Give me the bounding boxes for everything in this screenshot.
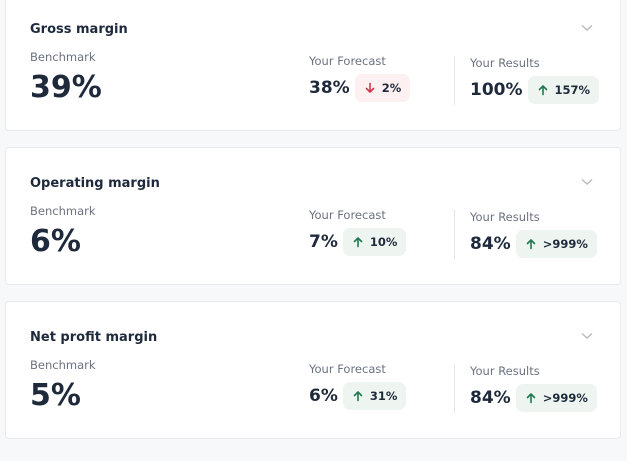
results-change: >999% — [542, 391, 588, 405]
forecast-label: Your Forecast — [309, 54, 386, 68]
forecast-label: Your Forecast — [309, 362, 386, 376]
results-badge: >999% — [515, 384, 597, 412]
results-label: Your Results — [470, 364, 540, 378]
card-title: Net profit margin — [30, 330, 158, 345]
forecast-value: 6% — [309, 386, 338, 406]
metric-card: Gross margin Benchmark 39% Your Forecast 38%… — [5, 0, 621, 131]
results-label: Your Results — [470, 56, 540, 70]
expand-chevron[interactable] — [581, 332, 593, 340]
forecast-change: 31% — [369, 389, 398, 403]
results-change: 157% — [554, 83, 591, 97]
trend-arrow — [353, 391, 363, 402]
results-change: >999% — [542, 237, 588, 251]
benchmark-value: 6% — [30, 224, 81, 259]
results-value: 84% — [470, 388, 511, 408]
benchmark-value: 5% — [30, 378, 81, 413]
forecast-change: 10% — [369, 235, 398, 249]
forecast-row: 6% 31% — [309, 382, 407, 410]
trend-arrow — [538, 85, 547, 96]
results-row: 84% >999% — [470, 384, 597, 412]
trend-arrow — [353, 237, 363, 248]
forecast-row: 38% 2% — [309, 74, 411, 102]
results-label: Your Results — [470, 210, 540, 224]
results-badge: 157% — [527, 76, 600, 104]
forecast-badge: 2% — [354, 74, 411, 102]
forecast-change: 2% — [381, 81, 402, 95]
expand-chevron[interactable] — [581, 24, 593, 32]
results-value: 84% — [470, 234, 511, 254]
card-title: Operating margin — [30, 176, 160, 191]
results-row: 100% 157% — [470, 76, 600, 104]
metric-card: Operating margin Benchmark 6% Your Forecast… — [5, 147, 621, 285]
benchmark-label: Benchmark — [30, 50, 96, 64]
forecast-label: Your Forecast — [309, 208, 386, 222]
metric-card: Net profit margin Benchmark 5% Your Forecas… — [5, 301, 621, 439]
benchmark-label: Benchmark — [30, 358, 96, 372]
trend-arrow — [365, 82, 375, 93]
benchmark-value: 39% — [30, 70, 102, 105]
forecast-badge: 10% — [342, 228, 407, 256]
forecast-value: 38% — [309, 78, 350, 98]
results-badge: >999% — [515, 230, 597, 258]
divider — [454, 210, 455, 259]
results-row: 84% >999% — [470, 230, 597, 258]
card-title: Gross margin — [30, 22, 128, 37]
forecast-row: 7% 10% — [309, 228, 407, 256]
trend-arrow — [526, 393, 536, 404]
trend-arrow — [526, 239, 536, 250]
divider — [454, 56, 455, 105]
forecast-badge: 31% — [342, 382, 407, 410]
divider — [454, 364, 455, 413]
results-value: 100% — [470, 80, 523, 100]
benchmark-label: Benchmark — [30, 204, 96, 218]
forecast-value: 7% — [309, 232, 338, 252]
expand-chevron[interactable] — [581, 178, 593, 186]
